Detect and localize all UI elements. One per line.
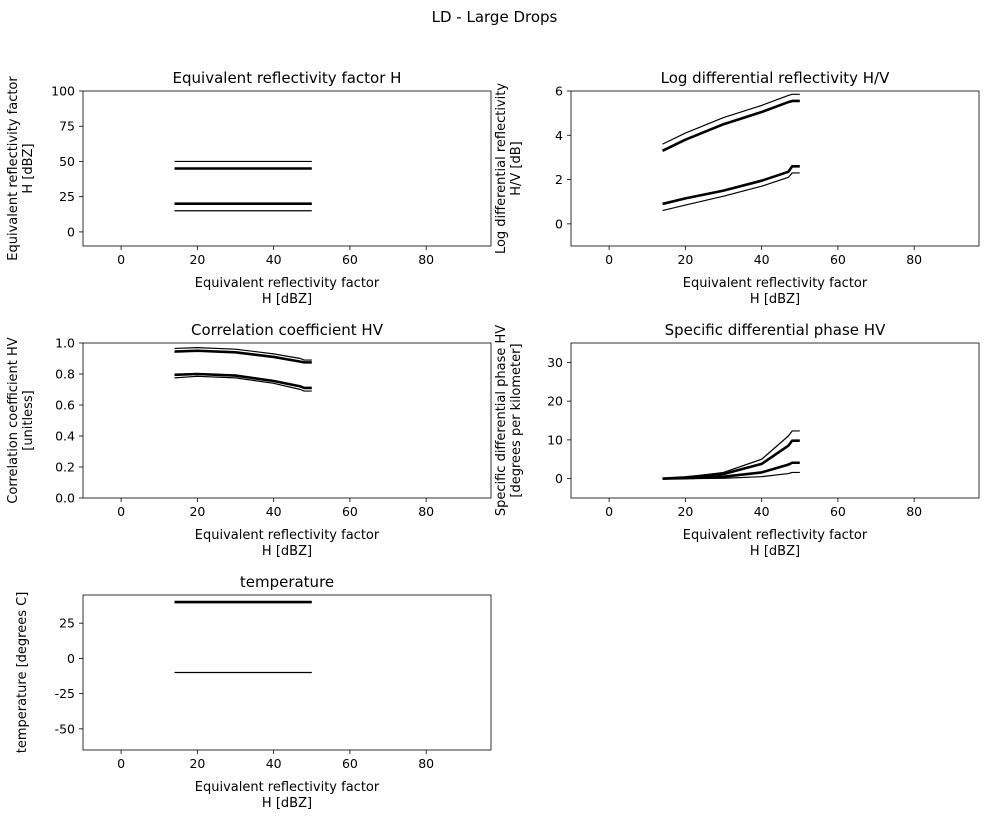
y-tick-label: 10 [547,432,563,447]
axes-frame [82,594,492,751]
series-line [662,164,800,206]
y-tick-label: 20 [547,394,563,409]
y-tick-label: 4 [555,128,563,143]
y-tick-label: 0 [555,471,563,486]
x-tick-label: 60 [342,252,358,267]
subplot-2: Log differential reflectivity H/V0 20 40 60… [494,69,980,307]
x-tick-label: 0 [605,252,613,267]
y-axis-label: Equivalent reflectivity factor [6,76,21,261]
y-tick-label: 0.8 [55,367,75,382]
y-tick-label: 30 [547,355,563,370]
subplot-title: Log differential reflectivity H/V [661,69,891,87]
x-tick-label: 0 [117,504,125,519]
x-axis-label: H [dBZ] [262,796,312,811]
y-tick-label: 1.0 [55,336,75,351]
y-axis-label: [degrees per kilometer] [509,343,524,497]
x-tick-label: 60 [830,504,846,519]
series-line [662,439,800,480]
y-axis-label: temperature [degrees C] [15,592,30,754]
x-tick-label: 60 [342,504,358,519]
subplot-3: Correlation coefficient HV 0 20 40 60 80 0.0 0.… [6,321,492,559]
x-tick-label: 80 [418,504,434,519]
y-tick-label: 0 [67,651,75,666]
series-line [174,347,312,361]
subplot-4: Specific differential phase HV 0 20 40 60 80 0… [494,321,980,559]
y-tick-label: -25 [55,686,75,701]
x-tick-label: 60 [342,756,358,771]
x-axis-label: H [dBZ] [262,292,312,307]
x-tick-label: 20 [189,756,205,771]
axes-frame [570,90,980,247]
x-axis-label: Equivalent reflectivity factor [683,276,868,291]
axes-frame [570,342,980,499]
series-line [174,349,312,364]
y-axis-label: [unitless] [21,390,36,451]
y-axis-label: H [dBZ] [21,143,36,193]
y-tick-label: 100 [51,84,75,99]
series-line [662,93,800,145]
x-tick-label: 0 [117,252,125,267]
subplot-title: Specific differential phase HV [665,321,886,339]
x-axis-label: Equivalent reflectivity factor [195,780,380,795]
y-axis-label: H/V [dB] [509,141,524,196]
x-axis-label: H [dBZ] [750,292,800,307]
x-tick-label: 80 [906,252,922,267]
y-axis-label: Log differential reflectivity [494,83,509,254]
x-tick-label: 80 [418,756,434,771]
y-axis-label: Correlation coefficient HV [6,337,21,503]
y-tick-label: 25 [59,616,75,631]
x-tick-label: 40 [266,504,282,519]
y-axis-label: Specific differential phase HV [494,325,509,516]
subplots: Equivalent reflectivity factor H0 20 40 60 8… [6,69,980,811]
x-tick-label: 0 [605,504,613,519]
y-tick-label: 0 [67,224,75,239]
series-line [662,172,800,212]
axes-frame [82,342,492,499]
y-tick-label: 0.0 [55,491,75,506]
x-tick-label: 20 [677,252,693,267]
series-line [174,375,312,392]
x-axis-label: Equivalent reflectivity factor [195,276,380,291]
subplot-5: temperature 0 20 40 60 80 -50 -25 0 25 Equivalent … [15,573,492,811]
x-tick-label: 80 [418,252,434,267]
y-tick-label: 6 [555,84,563,99]
x-tick-label: 20 [189,504,205,519]
x-tick-label: 60 [830,252,846,267]
y-tick-label: 0.6 [55,398,75,413]
y-tick-label: 75 [59,119,75,134]
x-axis-label: H [dBZ] [750,544,800,559]
x-axis-label: Equivalent reflectivity factor [195,528,380,543]
series-line [662,471,800,480]
series-line [661,99,800,152]
y-tick-label: 0.2 [55,460,75,475]
x-tick-label: 40 [754,504,770,519]
subplot-title: Equivalent reflectivity factor H [173,69,402,87]
y-tick-label: 50 [59,154,75,169]
x-tick-label: 40 [266,252,282,267]
figure-suptitle: LD - Large Drops [432,8,558,26]
x-tick-label: 40 [754,252,770,267]
series-line [174,372,312,390]
y-tick-label: 25 [59,189,75,204]
x-axis-label: H [dBZ] [262,544,312,559]
y-tick-label: -50 [55,721,75,736]
y-tick-label: 0.4 [55,429,75,444]
x-tick-label: 40 [266,756,282,771]
y-tick-label: 2 [555,172,563,187]
axes-frame [82,90,492,247]
y-tick-label: 0 [555,216,563,231]
x-tick-label: 80 [906,504,922,519]
x-tick-label: 20 [189,252,205,267]
x-axis-label: Equivalent reflectivity factor [683,528,868,543]
subplot-title: Correlation coefficient HV [191,321,384,339]
subplot-title: temperature [240,573,334,591]
subplot-1: Equivalent reflectivity factor H 0 20 40 60 8… [6,69,492,307]
x-tick-label: 20 [677,504,693,519]
x-tick-label: 0 [117,756,125,771]
